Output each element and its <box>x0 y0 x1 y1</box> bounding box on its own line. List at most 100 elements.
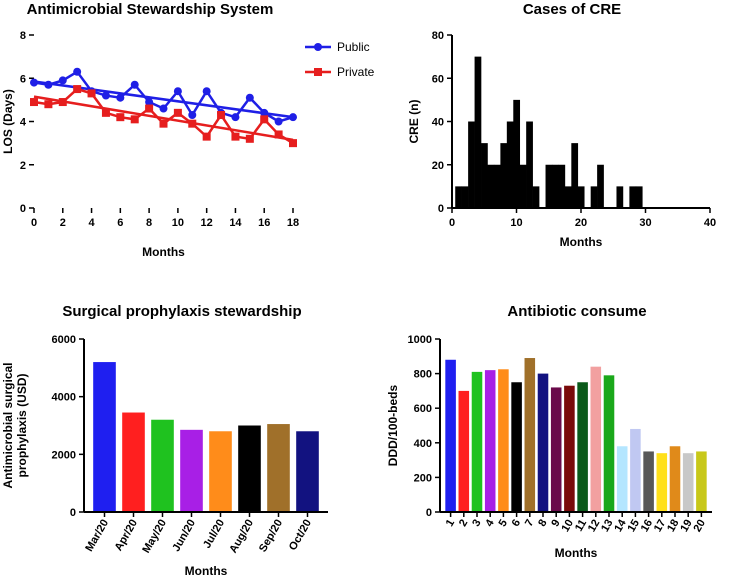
x-tick-label: 40 <box>704 217 716 229</box>
bar <box>577 382 588 512</box>
y-tick-label: 400 <box>414 438 432 450</box>
data-point <box>260 115 269 124</box>
y-tick-label: 20 <box>432 160 444 172</box>
bar <box>656 453 668 512</box>
x-tick-label: 0 <box>449 217 455 229</box>
y-tick-label: 2 <box>20 160 26 172</box>
data-point <box>58 76 67 85</box>
data-point <box>159 104 168 113</box>
data-point <box>101 108 110 117</box>
chart-title: Surgical prophylaxis stewardship <box>62 303 301 320</box>
bar <box>455 186 462 208</box>
x-tick-label: 8 <box>536 518 549 529</box>
series-private <box>30 85 297 148</box>
x-tick-label: May/20 <box>140 518 169 556</box>
data-point <box>116 113 125 122</box>
data-point <box>202 132 211 141</box>
chart-title: Antimicrobial Stewardship System <box>27 1 274 18</box>
y-tick-label: 200 <box>414 472 432 484</box>
data-point <box>159 119 168 128</box>
bar <box>526 121 533 208</box>
data-point <box>245 93 254 102</box>
bar <box>590 366 602 512</box>
y-tick-label: 60 <box>432 73 444 85</box>
bar <box>180 429 203 512</box>
data-point <box>289 139 297 148</box>
x-tick-label: 18 <box>287 217 299 229</box>
x-tick-label: 20 <box>575 217 587 229</box>
legend-label: Public <box>337 40 370 54</box>
bar <box>551 164 559 208</box>
data-point <box>274 130 283 139</box>
bar <box>474 56 482 208</box>
bar <box>122 412 145 512</box>
x-tick-label: 10 <box>510 217 522 229</box>
x-tick-label: 5 <box>497 518 510 529</box>
x-tick-label: 3 <box>470 518 483 529</box>
y-axis-label-line: prophylaxis (USD) <box>15 373 29 477</box>
bar <box>590 186 598 208</box>
y-tick-label: 600 <box>414 403 432 415</box>
legend-label: Private <box>337 65 375 79</box>
x-tick-label: 10 <box>559 518 576 535</box>
data-point <box>73 67 82 76</box>
data-point <box>217 111 226 120</box>
bar <box>630 428 641 512</box>
bar <box>564 385 575 512</box>
x-tick-label: 12 <box>586 518 603 535</box>
bar <box>550 387 562 512</box>
data-point <box>30 78 38 87</box>
trend-line <box>33 95 294 142</box>
x-tick-label: 16 <box>639 518 656 535</box>
x-tick-label: 1 <box>444 518 457 529</box>
y-tick-label: 80 <box>432 30 444 42</box>
y-tick-label: 0 <box>438 203 444 215</box>
bar <box>487 164 495 208</box>
data-point <box>274 117 283 126</box>
legend-marker <box>314 43 322 51</box>
bar <box>468 121 475 208</box>
y-tick-label: 2000 <box>52 449 76 461</box>
x-tick-label: Sep/20 <box>257 518 285 555</box>
y-axis-label: CRE (n) <box>407 100 421 144</box>
chart-title: Antibiotic consume <box>507 303 646 320</box>
x-tick-label: 15 <box>625 518 642 535</box>
legend-entry: Private <box>305 65 375 79</box>
y-tick-label: 4000 <box>52 392 76 404</box>
bar <box>616 186 624 208</box>
bar <box>532 186 540 208</box>
data-point <box>44 80 53 89</box>
y-tick-label: 0 <box>20 203 26 215</box>
bar <box>484 370 496 512</box>
y-tick-label: 4 <box>20 117 27 129</box>
bar <box>682 453 694 512</box>
x-axis-label: Months <box>185 564 228 578</box>
data-point <box>289 113 297 122</box>
data-point <box>116 93 125 102</box>
y-axis-label-line: Antimicrobial surgical <box>1 362 15 488</box>
bar <box>513 99 521 208</box>
y-axis-label-line: CRE (n) <box>407 100 421 144</box>
x-tick-label: Mar/20 <box>83 518 111 554</box>
x-tick-label: 16 <box>258 217 270 229</box>
bar <box>603 375 615 512</box>
data-point <box>231 132 240 141</box>
bar <box>493 164 501 208</box>
data-point <box>44 100 53 109</box>
y-tick-label: 6 <box>20 73 26 85</box>
bar <box>238 425 261 512</box>
bar <box>511 382 522 512</box>
y-tick-label: 0 <box>426 507 432 519</box>
data-point <box>30 98 38 107</box>
bar <box>93 362 116 512</box>
bar <box>577 186 585 208</box>
chart-los: Antimicrobial Stewardship System Months LO… <box>1 1 375 259</box>
bar <box>669 446 681 512</box>
y-tick-label: 1000 <box>408 334 432 346</box>
data-point <box>260 108 269 117</box>
data-point <box>188 119 197 128</box>
bar <box>564 186 572 208</box>
y-tick-label: 0 <box>70 507 76 519</box>
x-tick-label: 2 <box>60 217 66 229</box>
